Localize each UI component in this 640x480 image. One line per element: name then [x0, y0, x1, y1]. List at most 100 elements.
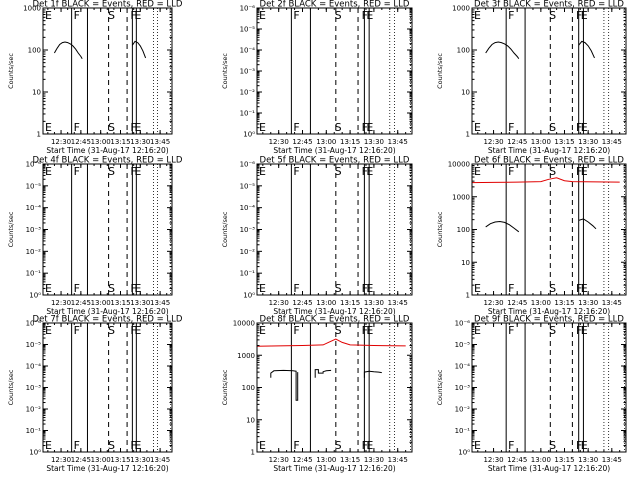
marker-letter: E	[134, 324, 141, 337]
x-tick-label: 13:45	[602, 299, 622, 307]
marker-letter: E	[259, 121, 266, 134]
x-tick-label: 12:30	[269, 138, 289, 146]
y-tick-label: 10⁻⁴	[26, 363, 42, 371]
y-tick-label: 1000	[23, 5, 41, 13]
y-axis-label: Counts/sec	[436, 53, 444, 89]
x-tick-label: 13:30	[364, 456, 384, 464]
y-tick-label: 10⁻⁴	[240, 204, 256, 212]
x-axis-label: Start Time (31-Aug-17 12:16:20)	[273, 307, 395, 316]
marker-letter: E	[134, 282, 141, 295]
marker-letter: F	[508, 9, 514, 22]
marker-letter: E	[45, 165, 52, 178]
marker-letter: F	[293, 165, 299, 178]
events-series-line	[485, 41, 520, 59]
x-tick-label: 13:45	[388, 456, 408, 464]
y-axis-label: Counts/sec	[221, 369, 229, 405]
y-axis-label: Counts/sec	[221, 53, 229, 89]
panel-title: Det 8f BLACK = Events, RED = LLD	[260, 315, 410, 325]
marker-letter: S	[549, 121, 556, 134]
x-tick-label: 13:00	[531, 456, 551, 464]
marker-letter: E	[366, 282, 373, 295]
x-tick-label: 13:00	[531, 138, 551, 146]
marker-letter: E	[134, 9, 141, 22]
y-tick-label: 10	[461, 89, 470, 97]
marker-letter: F	[362, 324, 368, 337]
marker-letter: F	[74, 9, 80, 22]
y-tick-label: 1000	[452, 5, 470, 13]
marker-letter: F	[362, 282, 368, 295]
marker-letter: F	[576, 282, 582, 295]
y-tick-label: 10⁻³	[26, 384, 42, 392]
marker-letter: F	[130, 9, 136, 22]
y-tick-label: 10⁻⁶	[26, 161, 42, 169]
events-series-line	[363, 370, 382, 378]
x-tick-label: 12:45	[71, 138, 91, 146]
marker-letter: E	[45, 324, 52, 337]
marker-letter: S	[549, 9, 556, 22]
marker-letter: E	[366, 9, 373, 22]
y-tick-label: 10	[246, 416, 255, 424]
marker-letter: F	[130, 324, 136, 337]
y-tick-label: 10⁰	[458, 449, 470, 457]
marker-letter: F	[362, 165, 368, 178]
marker-letter: S	[549, 439, 556, 452]
marker-letter: E	[134, 439, 141, 452]
y-tick-label: 1	[466, 292, 470, 300]
marker-letter: E	[366, 439, 373, 452]
marker-letter: E	[259, 165, 266, 178]
panel-title: Det 4f BLACK = Events, RED = LLD	[33, 156, 183, 166]
marker-letter: F	[576, 439, 582, 452]
marker-letter: F	[130, 121, 136, 134]
panel-title: Det 5f BLACK = Events, RED = LLD	[260, 156, 410, 166]
marker-letter: E	[474, 121, 481, 134]
panel-title: Det 6f BLACK = Events, RED = LLD	[474, 156, 624, 166]
y-axis-label: Counts/sec	[221, 211, 229, 247]
marker-letter: E	[581, 165, 588, 178]
x-tick-label: 13:00	[531, 299, 551, 307]
y-tick-label: 10⁰	[29, 449, 41, 457]
y-tick-label: 10⁻¹	[240, 110, 256, 118]
marker-letter: S	[335, 121, 342, 134]
panel-title: Det 7f BLACK = Events, RED = LLD	[33, 315, 183, 325]
events-series-line	[131, 40, 147, 59]
marker-letter: E	[259, 9, 266, 22]
marker-letter: F	[130, 282, 136, 295]
marker-letter: E	[134, 121, 141, 134]
x-tick-label: 13:45	[388, 299, 408, 307]
marker-letter: E	[474, 282, 481, 295]
x-tick-label: 13:00	[91, 138, 111, 146]
marker-letter: E	[366, 121, 373, 134]
plot-frame	[471, 163, 627, 296]
x-axis-label: Start Time (31-Aug-17 12:16:20)	[46, 307, 168, 316]
marker-letter: F	[508, 439, 514, 452]
marker-letter: F	[74, 121, 80, 134]
marker-letter: F	[576, 324, 582, 337]
y-tick-label: 10⁻⁶	[240, 161, 256, 169]
y-tick-label: 10⁻¹	[455, 427, 471, 435]
x-axis-label: Start Time (31-Aug-17 12:16:20)	[273, 464, 395, 473]
y-tick-label: 10⁻⁶	[455, 320, 471, 328]
marker-letter: F	[508, 282, 514, 295]
marker-letter: E	[474, 9, 481, 22]
y-axis-label: Counts/sec	[436, 211, 444, 247]
y-tick-label: 10⁻⁵	[26, 341, 42, 349]
marker-letter: S	[335, 9, 342, 22]
marker-letter: E	[366, 324, 373, 337]
marker-letter: E	[45, 282, 52, 295]
plot-frame	[42, 163, 173, 296]
y-tick-label: 1	[37, 131, 41, 139]
y-tick-label: 10⁻¹	[26, 270, 42, 278]
x-tick-label: 13:15	[340, 299, 360, 307]
y-tick-label: 10⁻³	[26, 226, 42, 234]
panel-title: Det 1f BLACK = Events, RED = LLD	[33, 0, 183, 10]
marker-letter: E	[366, 165, 373, 178]
x-tick-label: 12:30	[51, 138, 71, 146]
events-series-line	[270, 369, 299, 401]
x-axis-label: Start Time (31-Aug-17 12:16:20)	[488, 307, 610, 316]
panel-title: Det 9f BLACK = Events, RED = LLD	[474, 315, 624, 325]
y-tick-label: 1000	[237, 352, 255, 360]
